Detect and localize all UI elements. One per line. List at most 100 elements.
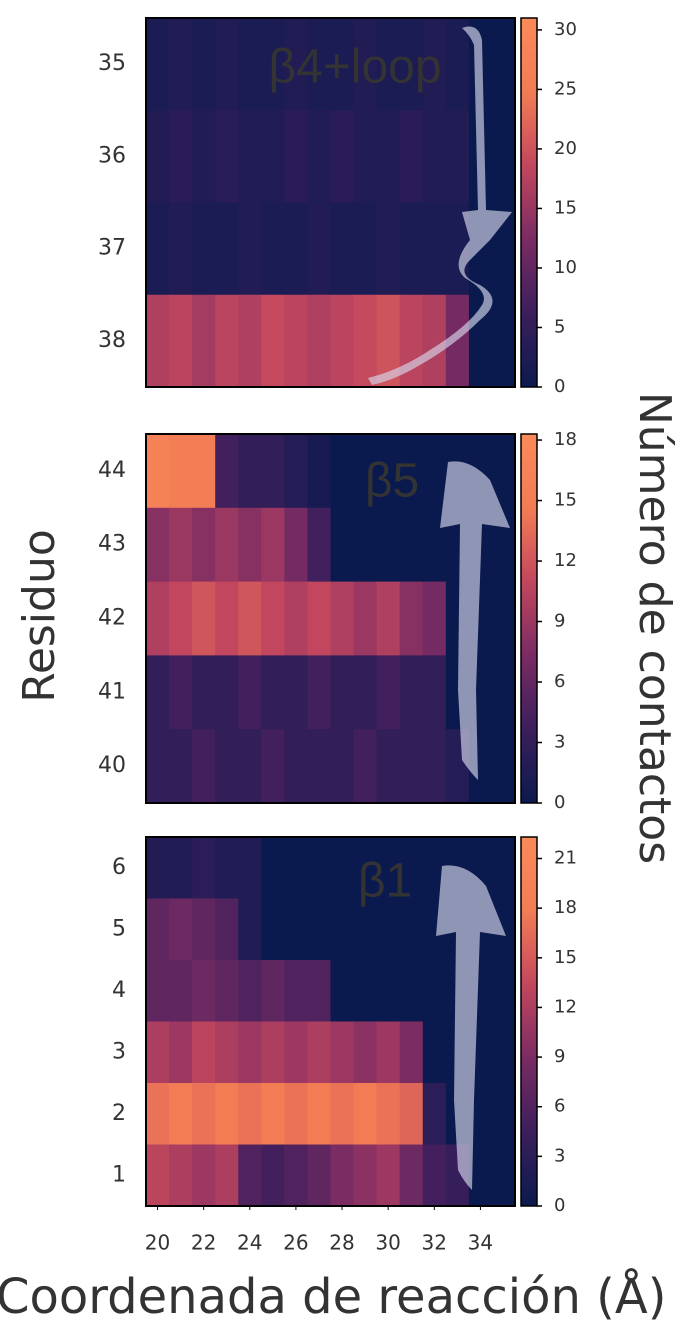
heat-cell (192, 18, 216, 111)
heat-cell (330, 960, 355, 1022)
heat-cell (491, 507, 516, 583)
colorbar-tick-label: 12 (554, 550, 577, 571)
heat-cell (261, 434, 285, 509)
colorbar-tick-label: 9 (554, 1046, 565, 1067)
heat-cell (284, 729, 308, 804)
heat-cell (169, 434, 193, 509)
heat-cell (215, 837, 239, 899)
heat-cell (215, 434, 239, 509)
heat-cell (238, 729, 262, 804)
heat-cell (376, 18, 401, 111)
heat-cell (330, 434, 355, 509)
heat-cell (330, 655, 355, 730)
heat-cell (376, 1021, 401, 1084)
heat-cell (238, 1021, 262, 1084)
heat-cell (238, 655, 262, 730)
heat-cell (307, 507, 331, 583)
heat-cell (307, 18, 331, 111)
heat-cell (491, 581, 516, 656)
heat-cell (376, 655, 401, 730)
colorbar-tick-label: 15 (554, 490, 577, 511)
heat-cell (238, 581, 262, 656)
heat-cell (192, 581, 216, 656)
y-tick-label: 1 (112, 1162, 126, 1187)
heat-cell (353, 1083, 378, 1145)
heat-cell (445, 110, 470, 203)
heat-cell (445, 18, 470, 111)
heat-cell (399, 960, 424, 1022)
arrow-beta1 (436, 865, 506, 1190)
heat-cell (399, 655, 424, 730)
heat-cell (399, 1083, 424, 1145)
heat-cell (215, 202, 239, 296)
heat-cell (399, 581, 424, 656)
heat-cell (399, 202, 424, 296)
heat-cell (169, 729, 193, 804)
colorbar-tick-label: 15 (554, 197, 577, 218)
x-tick-label: 28 (329, 1231, 354, 1255)
heat-cell (330, 1083, 355, 1145)
heat-cell (215, 655, 239, 730)
heat-cell (307, 434, 331, 509)
heat-cell (284, 1083, 308, 1145)
colorbar (520, 836, 538, 1207)
colorbar-tick-label: 5 (554, 316, 565, 337)
heat-cell (376, 898, 401, 961)
heat-cell (353, 507, 378, 583)
heat-cell (146, 1083, 170, 1145)
heat-cell (215, 507, 239, 583)
heat-cell (215, 110, 239, 203)
heat-cell (376, 1083, 401, 1145)
heat-cell (422, 1144, 447, 1207)
heat-cell (376, 960, 401, 1022)
heat-cell (169, 202, 193, 296)
heat-cell (261, 837, 285, 899)
heat-cell (491, 1144, 516, 1207)
heat-cell (284, 837, 308, 899)
colorbar-tick-label: 12 (554, 996, 577, 1017)
heat-cell (491, 110, 516, 203)
heat-cell (192, 507, 216, 583)
heat-cell (284, 960, 308, 1022)
x-tick-label: 32 (422, 1231, 447, 1255)
heat-cell (491, 18, 516, 111)
colorbar-tick-label: 18 (554, 429, 577, 450)
y-tick-label: 44 (98, 458, 126, 483)
heat-cell (353, 960, 378, 1022)
heat-cell (261, 581, 285, 656)
heat-cell (376, 110, 401, 203)
heat-cell (330, 837, 355, 899)
heat-cell (169, 960, 193, 1022)
heat-cell (261, 202, 285, 296)
plot-frame (145, 836, 516, 1207)
heat-cell (146, 837, 170, 899)
heat-cell (284, 898, 308, 961)
heat-cell (169, 1144, 193, 1207)
heat-cell (169, 898, 193, 961)
x-tick-label: 24 (237, 1231, 262, 1255)
heat-cell (169, 581, 193, 656)
heat-cell (468, 1144, 493, 1207)
heat-cell (399, 434, 424, 509)
arrows (368, 26, 512, 1190)
heat-cell (422, 1083, 447, 1145)
heat-cell (353, 18, 378, 111)
colorbar-label: Número de contactos (629, 392, 680, 864)
heat-cell (215, 898, 239, 961)
heat-cell (307, 110, 331, 203)
heat-cell (192, 202, 216, 296)
heat-cell (146, 294, 170, 388)
heat-cell (353, 1021, 378, 1084)
colorbar-tick-label: 0 (554, 792, 565, 813)
heat-cell (192, 1144, 216, 1207)
heat-cell (330, 202, 355, 296)
colorbar-tick-label: 6 (554, 1096, 565, 1117)
heat-cell (284, 1144, 308, 1207)
colorbar-tick-label: 18 (554, 897, 577, 918)
heat-cell (169, 1083, 193, 1145)
heat-cell (261, 1083, 285, 1145)
heat-cell (307, 655, 331, 730)
heat-cell (215, 1083, 239, 1145)
y-tick-label: 41 (98, 679, 126, 704)
colorbar-tick-label: 10 (554, 257, 577, 278)
